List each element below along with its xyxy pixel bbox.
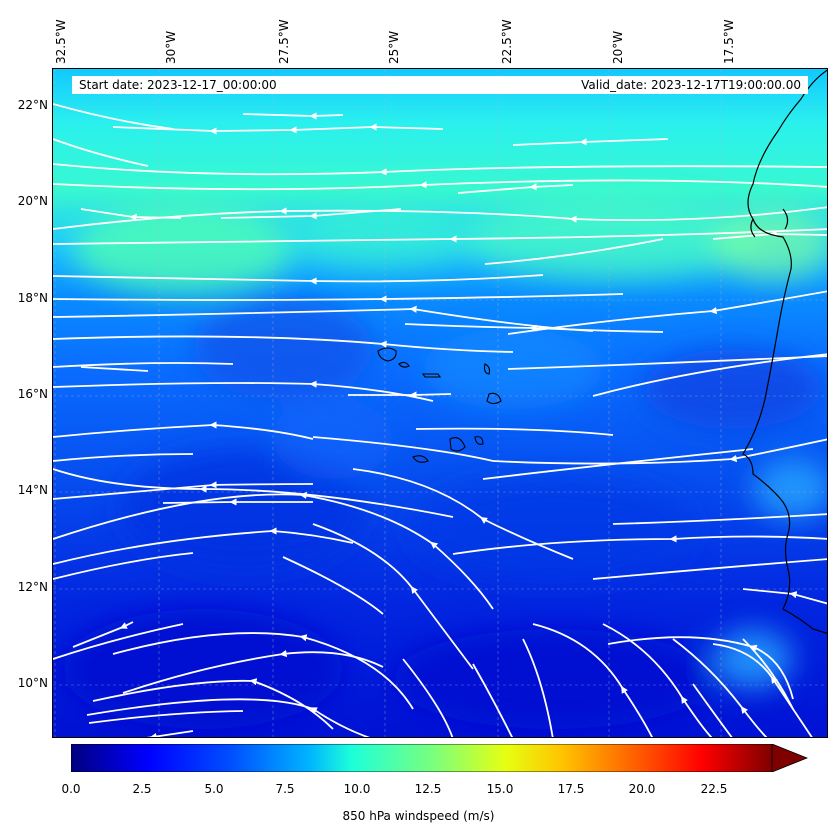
cb-tick-7-5: 7.5 <box>275 782 295 796</box>
lon-label-22-5w: 22.5°W <box>500 19 514 64</box>
lat-label-14n: 14°N <box>17 483 48 497</box>
streamlines <box>53 103 827 737</box>
colorbar-fill <box>71 744 773 772</box>
date-info-bar: Start date: 2023-12-17_00:00:00 Valid_da… <box>72 76 808 94</box>
cb-tick-22-5: 22.5 <box>700 782 728 796</box>
lat-label-22n: 22°N <box>17 98 48 112</box>
lon-label-32-5w: 32.5°W <box>54 19 68 64</box>
cb-tick-15: 15.0 <box>486 782 514 796</box>
cb-tick-5: 5.0 <box>204 782 224 796</box>
lat-label-12n: 12°N <box>17 580 48 594</box>
colorbar <box>71 744 808 772</box>
lat-label-16n: 16°N <box>17 387 48 401</box>
lat-label-18n: 18°N <box>17 291 48 305</box>
cb-tick-2-5: 2.5 <box>132 782 152 796</box>
cb-tick-0: 0.0 <box>61 782 81 796</box>
lat-label-20n: 20°N <box>17 194 48 208</box>
cb-tick-10: 10.0 <box>343 782 371 796</box>
lon-label-27-5w: 27.5°W <box>277 19 291 64</box>
coastline <box>742 69 827 635</box>
colorbar-label: 850 hPa windspeed (m/s) <box>342 809 495 823</box>
valid-date-label: Valid_date: 2023-12-17T19:00:00.00 <box>581 78 801 92</box>
colorbar-extend-arrow <box>771 744 808 772</box>
cape-verde-islands <box>377 347 502 463</box>
lon-label-25w: 25°W <box>387 30 401 64</box>
start-date-label: Start date: 2023-12-17_00:00:00 <box>79 78 277 92</box>
windspeed-map <box>52 68 828 738</box>
map-canvas <box>53 69 827 737</box>
lon-label-17-5w: 17.5°W <box>722 19 736 64</box>
lon-label-20w: 20°W <box>611 30 625 64</box>
cb-tick-20: 20.0 <box>628 782 656 796</box>
lat-label-10n: 10°N <box>17 676 48 690</box>
cb-tick-12-5: 12.5 <box>414 782 442 796</box>
lon-label-30w: 30°W <box>164 30 178 64</box>
cb-tick-17-5: 17.5 <box>557 782 585 796</box>
